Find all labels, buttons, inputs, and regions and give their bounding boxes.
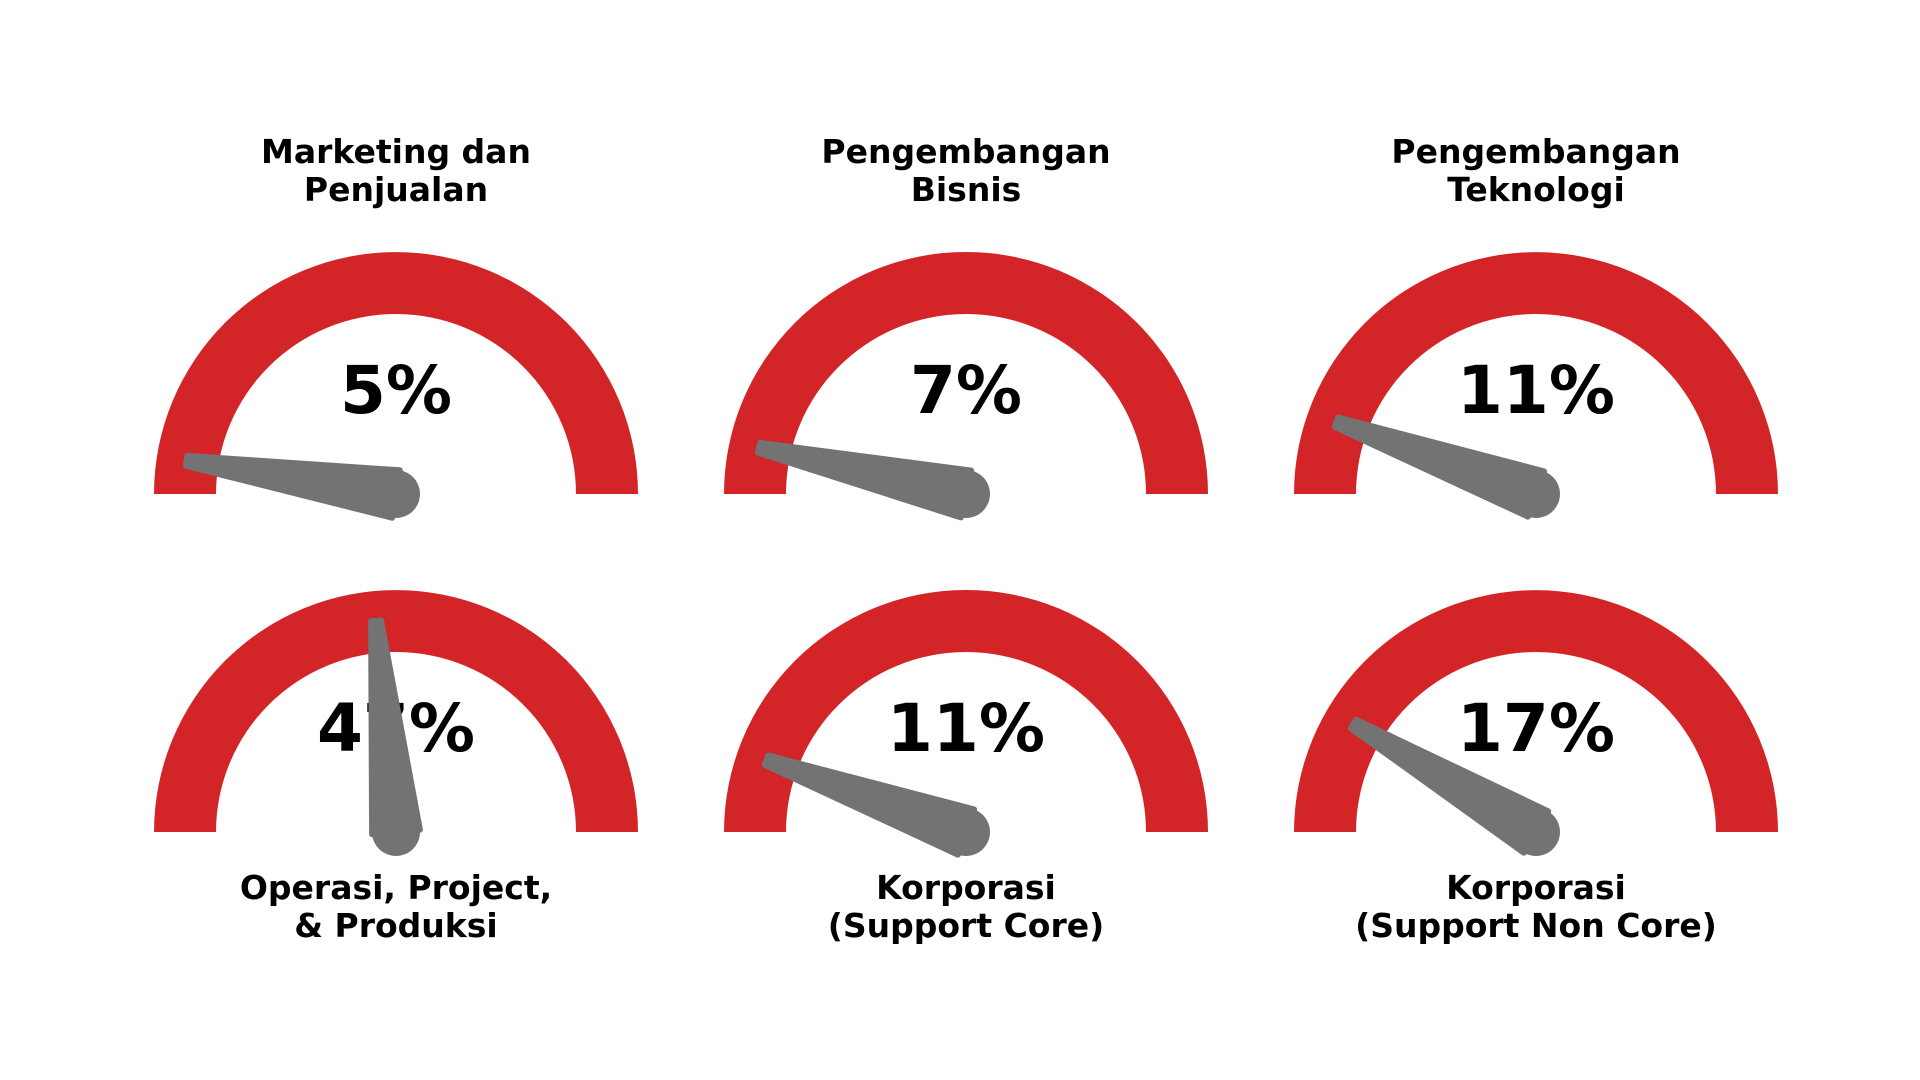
gauge-value: 17% (1457, 690, 1615, 767)
gauge-needle (182, 452, 403, 521)
gauge-label-line-2: Teknologi (1447, 170, 1625, 209)
gauge-label-line-2: (Support Non Core) (1355, 906, 1717, 945)
gauge-label-line-2: (Support Core) (828, 906, 1104, 945)
gauge-label-line-1: Marketing dan (261, 132, 531, 171)
gauge-needle-hub (942, 808, 990, 856)
gauge-needle-hub (1512, 808, 1560, 856)
gauge-arc (1294, 252, 1778, 494)
gauge-arc (154, 252, 638, 494)
gauge-needle-hub (372, 808, 420, 856)
gauge-arc (724, 590, 1208, 832)
gauge-pengembangan-bisnis: 7% Pengembangan Bisnis (724, 132, 1208, 521)
gauge-value: 11% (1457, 352, 1615, 429)
gauge-label-line-1: Korporasi (1446, 868, 1626, 907)
gauge-value: 7% (910, 352, 1022, 429)
gauge-operasi-project-produksi: 47% Operasi, Project, & Produksi (154, 590, 638, 945)
gauge-value: 5% (340, 352, 452, 429)
gauge-value: 11% (887, 690, 1045, 767)
gauge-arc (724, 252, 1208, 494)
gauge-korporasi-support-non-core: 17% Korporasi (Support Non Core) (1294, 590, 1778, 945)
gauge-needle (755, 439, 975, 521)
gauge-korporasi-support-core: 11% Korporasi (Support Core) (724, 590, 1208, 945)
gauge-label-line-1: Korporasi (876, 868, 1056, 907)
gauge-arc (154, 590, 638, 832)
gauge-needle (761, 752, 978, 858)
gauge-label-line-1: Operasi, Project, (240, 868, 552, 907)
gauge-needle-hub (372, 470, 420, 518)
gauge-needle (1331, 414, 1548, 520)
gauge-label-line-2: & Produksi (294, 906, 497, 945)
gauge-arc (1294, 590, 1778, 832)
gauge-label-line-2: Penjualan (304, 170, 488, 209)
gauge-needle-hub (942, 470, 990, 518)
gauge-needle-hub (1512, 470, 1560, 518)
gauge-label-line-1: Pengembangan (1391, 132, 1680, 171)
gauge-label-line-1: Pengembangan (821, 132, 1110, 171)
gauge-pengembangan-teknologi: 11% Pengembangan Teknologi (1294, 132, 1778, 520)
gauge-label-line-2: Bisnis (911, 170, 1022, 209)
gauge-marketing-penjualan: 5% Marketing dan Penjualan (154, 132, 638, 521)
